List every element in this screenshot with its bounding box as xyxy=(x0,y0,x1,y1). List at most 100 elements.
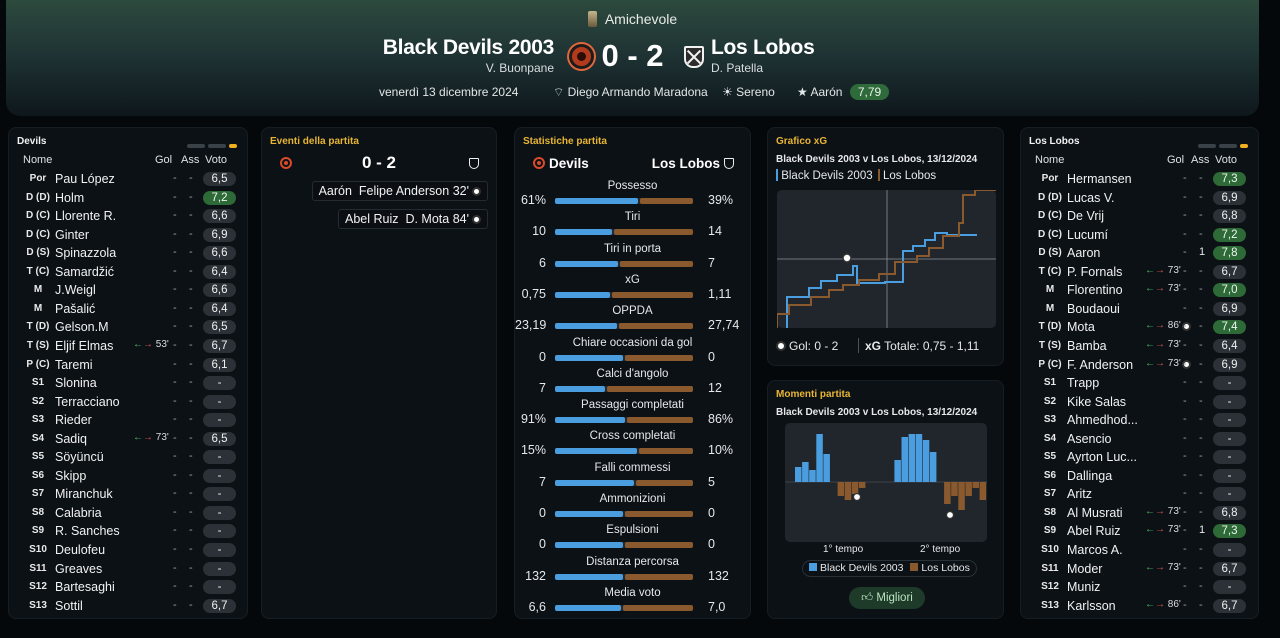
player-row[interactable]: S12 Muniz - - - xyxy=(1021,578,1258,597)
player-name[interactable]: Aaron xyxy=(1067,246,1101,261)
goal-event[interactable]: Abel Ruiz D. Mota 84' xyxy=(338,209,488,229)
player-row[interactable]: D (C) De Vrij - -6,8 xyxy=(1021,207,1258,226)
player-name[interactable]: Llorente R. xyxy=(55,209,117,224)
player-row[interactable]: T (S) Eljif Elmas ←→ 53' - -6,7 xyxy=(9,337,247,356)
player-name[interactable]: Sadiq xyxy=(55,431,87,446)
player-name[interactable]: Söyüncü xyxy=(55,450,104,465)
col-name[interactable]: Nome xyxy=(1035,154,1065,166)
player-row[interactable]: P (C) F. Anderson ←→ 73' - -6,9 xyxy=(1021,356,1258,375)
player-name[interactable]: De Vrij xyxy=(1067,209,1105,224)
player-row[interactable]: S5 Söyüncü - - - xyxy=(9,448,247,467)
player-name[interactable]: Calabria xyxy=(55,505,102,520)
player-name[interactable]: Aritz xyxy=(1067,487,1092,502)
player-row[interactable]: T (D) Mota ←→ 86' - -7,4 xyxy=(1021,318,1258,337)
pager-dot[interactable] xyxy=(208,144,226,148)
player-of-match[interactable]: ★ Aarón 7,79 xyxy=(797,84,890,100)
player-name[interactable]: Samardžić xyxy=(55,264,115,279)
player-row[interactable]: M Pašalić - -6,4 xyxy=(9,300,247,319)
player-row[interactable]: S13 Sottil - -6,7 xyxy=(9,597,247,616)
player-name[interactable]: R. Sanches xyxy=(55,524,120,539)
pager-dot-active[interactable] xyxy=(1240,144,1248,148)
player-name[interactable]: Miranchuk xyxy=(55,487,113,502)
player-row[interactable]: M Florentino ←→ 73' - -7,0 xyxy=(1021,281,1258,300)
player-name[interactable]: Slonina xyxy=(55,376,97,391)
player-row[interactable]: T (C) Samardžić - -6,4 xyxy=(9,263,247,282)
player-name[interactable]: Muniz xyxy=(1067,580,1101,595)
col-voto[interactable]: Voto xyxy=(205,154,228,166)
lineup-pager[interactable] xyxy=(1195,135,1248,153)
best-players-button[interactable]: 👍︎ Migliori xyxy=(849,587,925,609)
player-name[interactable]: Lucumí xyxy=(1067,227,1108,242)
away-team-name[interactable]: Los Lobos xyxy=(711,36,815,59)
player-row[interactable]: S8 Calabria - - - xyxy=(9,504,247,523)
player-name[interactable]: J.Weigl xyxy=(55,283,96,298)
player-name[interactable]: Boudaoui xyxy=(1067,301,1120,316)
player-name[interactable]: Skipp xyxy=(55,468,87,483)
player-name[interactable]: Ginter xyxy=(55,227,90,242)
player-row[interactable]: D (C) Ginter - -6,9 xyxy=(9,226,247,245)
player-name[interactable]: Kike Salas xyxy=(1067,394,1127,409)
player-row[interactable]: S4 Asencio - - - xyxy=(1021,430,1258,449)
player-row[interactable]: M Boudaoui - -6,9 xyxy=(1021,300,1258,319)
player-row[interactable]: S11 Moder ←→ 73' - -6,7 xyxy=(1021,560,1258,579)
player-row[interactable]: T (S) Bamba ←→ 73' - -6,4 xyxy=(1021,337,1258,356)
player-name[interactable]: Greaves xyxy=(55,561,103,576)
away-coach[interactable]: D. Patella xyxy=(711,61,764,75)
player-name[interactable]: Al Musrati xyxy=(1067,505,1123,520)
player-name[interactable]: Gelson.M xyxy=(55,320,109,335)
player-name[interactable]: Asencio xyxy=(1067,431,1112,446)
player-row[interactable]: Por Pau López - -6,5 xyxy=(9,170,247,189)
player-row[interactable]: S9 R. Sanches - - - xyxy=(9,522,247,541)
player-name[interactable]: Spinazzola xyxy=(55,246,117,261)
home-team-name[interactable]: Black Devils 2003 xyxy=(382,36,555,59)
player-row[interactable]: S4 Sadiq ←→ 73' - -6,5 xyxy=(9,430,247,449)
player-name[interactable]: Bartesaghi xyxy=(55,580,115,595)
player-name[interactable]: Pau López xyxy=(55,172,115,186)
home-team[interactable]: Black Devils 2003 V. Buonpane xyxy=(382,36,555,75)
player-name[interactable]: Sottil xyxy=(55,598,83,613)
player-row[interactable]: S2 Kike Salas - - - xyxy=(1021,393,1258,412)
player-name[interactable]: Holm xyxy=(55,190,85,205)
lineup-pager[interactable] xyxy=(184,135,237,153)
player-name[interactable]: Abel Ruiz xyxy=(1067,524,1121,539)
pager-dot[interactable] xyxy=(187,144,205,148)
col-ass[interactable]: Ass xyxy=(1191,154,1210,166)
player-name[interactable]: Lucas V. xyxy=(1067,190,1115,205)
player-name[interactable]: Mota xyxy=(1067,320,1095,335)
player-row[interactable]: S8 Al Musrati ←→ 73' - -6,8 xyxy=(1021,504,1258,523)
player-row[interactable]: S5 Ayrton Luc... - - - xyxy=(1021,448,1258,467)
player-row[interactable]: S2 Terracciano - - - xyxy=(9,393,247,412)
player-row[interactable]: T (C) P. Fornals ←→ 73' - -6,7 xyxy=(1021,263,1258,282)
player-row[interactable]: S12 Bartesaghi - - - xyxy=(9,578,247,597)
col-ass[interactable]: Ass xyxy=(181,154,200,166)
xg-chart[interactable] xyxy=(776,176,996,328)
player-name[interactable]: Karlsson xyxy=(1067,598,1116,613)
player-row[interactable]: S10 Deulofeu - - - xyxy=(9,541,247,560)
player-name[interactable]: Florentino xyxy=(1067,283,1123,298)
player-row[interactable]: S11 Greaves - - - xyxy=(9,560,247,579)
player-name[interactable]: Pašalić xyxy=(55,301,96,316)
col-gol[interactable]: Gol xyxy=(1167,154,1185,166)
col-gol[interactable]: Gol xyxy=(155,154,173,166)
col-voto[interactable]: Voto xyxy=(1215,154,1238,166)
player-row[interactable]: S9 Abel Ruiz ←→ 73' -1 7,3 xyxy=(1021,522,1258,541)
player-row[interactable]: D (S) Aaron -1 7,8 xyxy=(1021,244,1258,263)
player-name[interactable]: Terracciano xyxy=(55,394,120,409)
player-name[interactable]: Rieder xyxy=(55,413,92,428)
player-row[interactable]: Por Hermansen - -7,3 xyxy=(1021,170,1258,189)
player-name[interactable]: Dallinga xyxy=(1067,468,1113,483)
player-row[interactable]: S3 Ahmedhod... - - - xyxy=(1021,411,1258,430)
player-row[interactable]: D (S) Spinazzola - -6,6 xyxy=(9,244,247,263)
goal-event[interactable]: Aarón Felipe Anderson 32' xyxy=(311,181,488,201)
player-row[interactable]: S10 Marcos A. - - - xyxy=(1021,541,1258,560)
player-name[interactable]: Moder xyxy=(1067,561,1103,576)
player-row[interactable]: M J.Weigl - -6,6 xyxy=(9,281,247,300)
player-row[interactable]: D (C) Llorente R. - -6,6 xyxy=(9,207,247,226)
player-name[interactable]: Ayrton Luc... xyxy=(1067,450,1137,465)
player-name[interactable]: F. Anderson xyxy=(1067,357,1134,372)
player-name[interactable]: P. Fornals xyxy=(1067,264,1123,279)
player-row[interactable]: S3 Rieder - - - xyxy=(9,411,247,430)
player-row[interactable]: S6 Skipp - - - xyxy=(9,467,247,486)
player-name[interactable]: Taremi xyxy=(55,357,93,372)
player-name[interactable]: Marcos A. xyxy=(1067,543,1123,557)
